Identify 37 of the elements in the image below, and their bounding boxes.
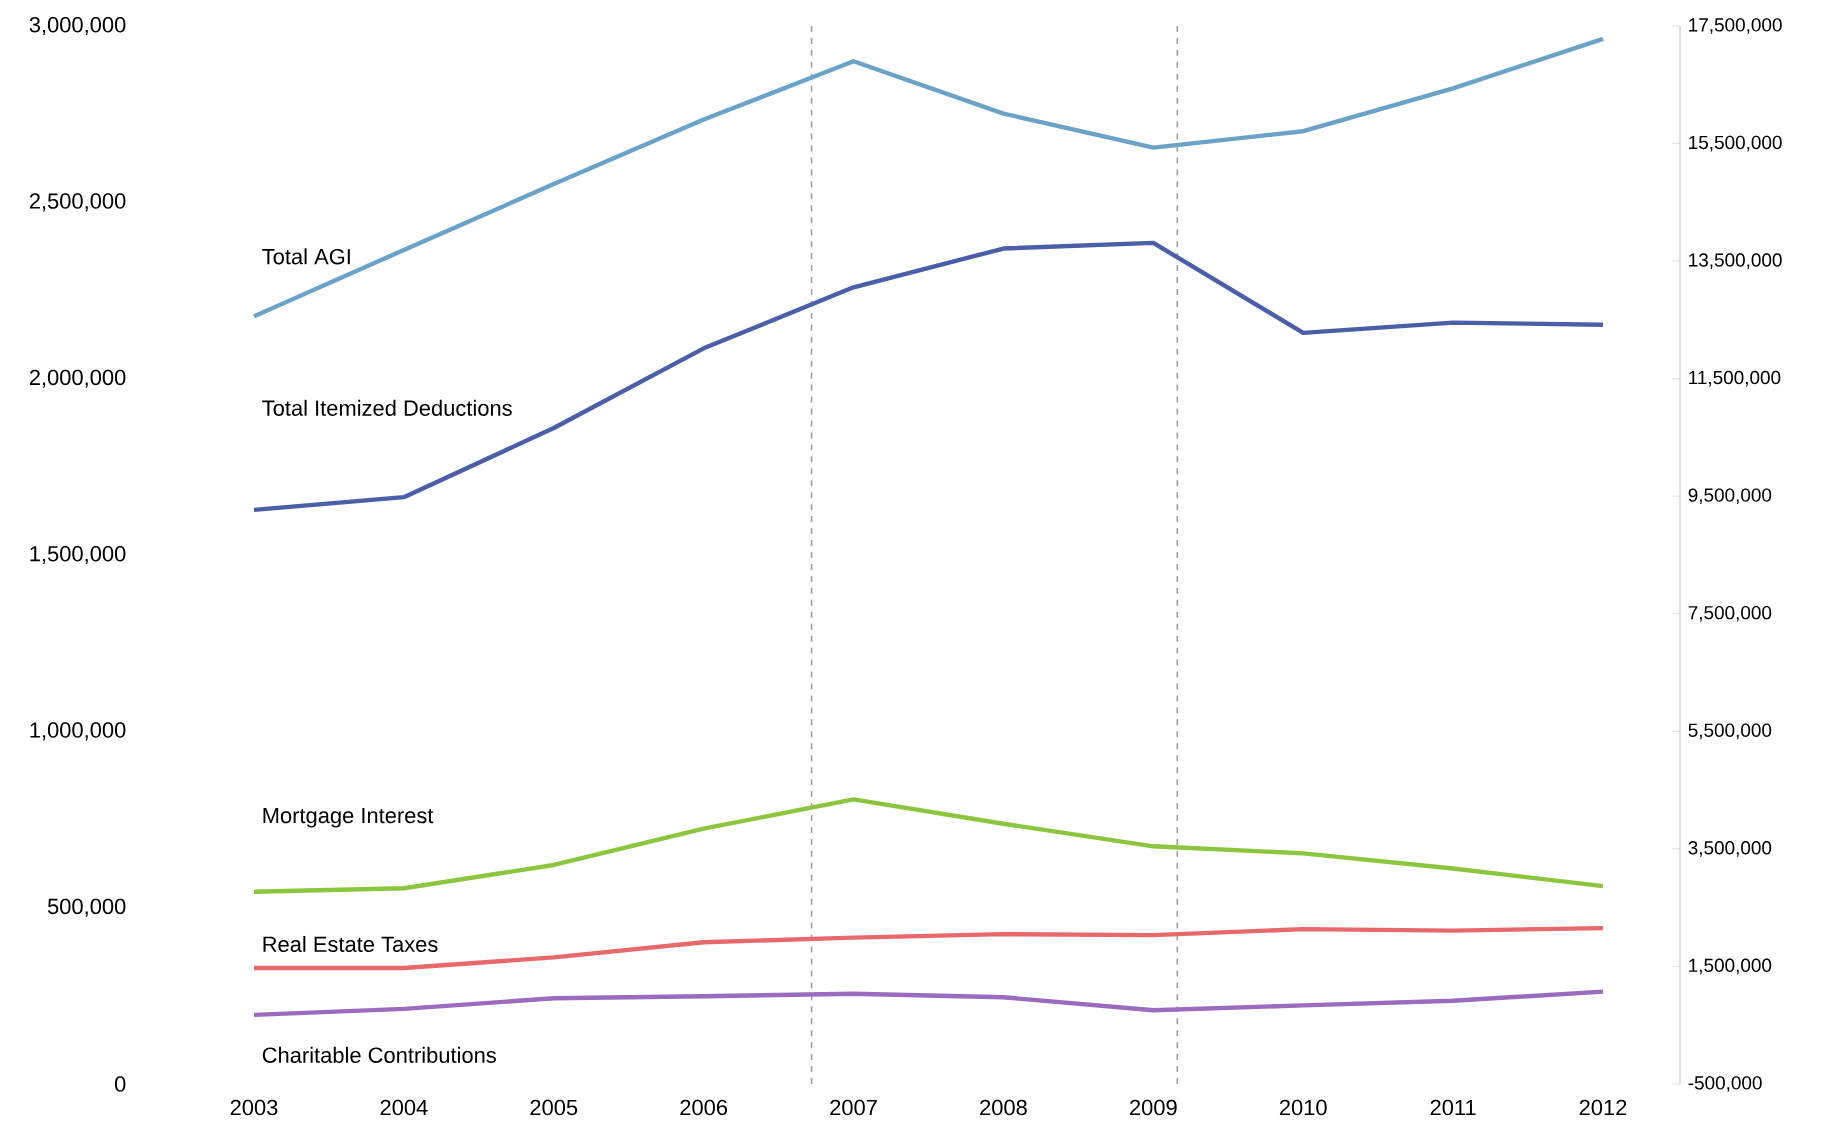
y-tick-label: 2,000,000 — [29, 369, 126, 388]
y2-tick-label: 13,500,000 — [1689, 253, 1782, 269]
line-series — [251, 240, 1606, 513]
y-tick-label: 1,000,000 — [30, 722, 126, 741]
line-series — [251, 989, 1606, 1018]
series-label: Total AGI — [262, 248, 350, 265]
x-tick-label: 2003 — [230, 1099, 278, 1116]
y2-tick-label: 11,500,000 — [1689, 370, 1781, 387]
x-tick-label: 2010 — [1279, 1099, 1327, 1116]
y2-tick-label: 7,500,000 — [1688, 605, 1772, 622]
y2-tick-label: 15,500,000 — [1689, 135, 1782, 152]
series-label: Total Itemized Deductions — [262, 399, 512, 416]
y2-tick-label: 17,500,000 — [1689, 18, 1782, 34]
x-tick-label: 2005 — [530, 1099, 578, 1116]
x-tick-label: 2009 — [1130, 1099, 1177, 1116]
y-tick-label: 0 — [114, 1076, 126, 1092]
x-tick-label: 2004 — [380, 1099, 428, 1116]
x-tick-label: 2012 — [1579, 1099, 1627, 1116]
line-series — [251, 797, 1606, 894]
x-tick-label: 2007 — [830, 1099, 877, 1116]
y-tick-label: 1,500,000 — [30, 545, 126, 565]
series-label: Real Estate Taxes — [263, 935, 438, 953]
y2-tick-label: 9,500,000 — [1688, 488, 1772, 505]
x-tick-label: 2006 — [680, 1099, 728, 1116]
line-series — [251, 36, 1606, 319]
y2-tick-label: 3,500,000 — [1688, 841, 1772, 857]
y-tick-label: 500,000 — [47, 898, 126, 917]
y-tick-label: 3,000,000 — [29, 16, 126, 36]
text: Mortgage Interest — [263, 808, 434, 828]
series-label: Charitable Contributions — [262, 1046, 496, 1063]
x-tick-label: 2008 — [980, 1099, 1027, 1116]
y2-tick-label: 1,500,000 — [1689, 958, 1772, 975]
x-tick-label: 2011 — [1430, 1099, 1476, 1116]
y-tick-label: 2,500,000 — [29, 193, 126, 212]
y2-tick-label: 5,500,000 — [1688, 723, 1772, 740]
line-series — [251, 925, 1606, 971]
y2-tick-label: -500,000 — [1688, 1076, 1762, 1092]
